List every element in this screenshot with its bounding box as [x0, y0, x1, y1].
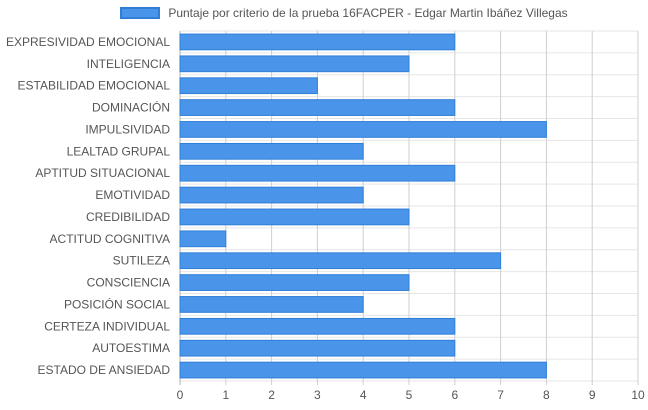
category-label: CONSCIENCIA: [87, 276, 170, 290]
category-label: IMPULSIVIDAD: [85, 122, 170, 136]
chart-legend[interactable]: Puntaje por criterio de la prueba 16FACP…: [0, 6, 648, 20]
bar-3[interactable]: [179, 99, 456, 116]
x-tick-label: 4: [360, 388, 367, 402]
x-tick-label: 0: [177, 388, 184, 402]
bar-13[interactable]: [179, 317, 456, 335]
x-tick-label: 7: [497, 388, 504, 402]
x-tick-label: 1: [222, 388, 229, 402]
category-label: DOMINACIÓN: [92, 100, 170, 115]
category-label: EMOTIVIDAD: [95, 188, 170, 202]
category-label: LEALTAD GRUPAL: [67, 144, 171, 158]
category-label: ESTABILIDAD EMOCIONAL: [18, 79, 171, 93]
x-tick-labels: 0 1 2 3 4 5 6 7 8 9 10: [177, 388, 645, 402]
bar-9[interactable]: [179, 230, 227, 248]
bar-8[interactable]: [179, 208, 410, 226]
category-labels: EXPRESIVIDAD EMOCIONAL INTELIGENCIA ESTABI…: [6, 35, 170, 377]
category-label: EXPRESIVIDAD EMOCIONAL: [6, 35, 170, 49]
category-label: APTITUD SITUACIONAL: [35, 166, 170, 180]
category-label: ESTADO DE ANSIEDAD: [38, 363, 171, 377]
x-tick-label: 9: [589, 388, 596, 402]
bar-5[interactable]: [179, 142, 364, 160]
category-label: CERTEZA INDIVIDUAL: [44, 319, 170, 333]
bar-10[interactable]: [179, 252, 502, 270]
x-tick-label: 6: [451, 388, 458, 402]
x-tick-label: 10: [631, 388, 645, 402]
category-label: CREDIBILIDAD: [86, 210, 170, 224]
bar-0[interactable]: [179, 33, 456, 51]
bar-6[interactable]: [179, 164, 456, 182]
bar-12[interactable]: [179, 296, 364, 313]
bar-15[interactable]: [179, 361, 547, 379]
category-label: INTELIGENCIA: [87, 57, 170, 71]
legend-swatch: [120, 7, 161, 19]
bar-14[interactable]: [179, 339, 456, 357]
category-label: POSICIÓN SOCIAL: [64, 296, 170, 311]
bars: [179, 33, 547, 379]
x-tick-label: 5: [406, 388, 413, 402]
category-label: SUTILEZA: [113, 254, 170, 268]
legend-label: Puntaje por criterio de la prueba 16FACP…: [168, 6, 568, 20]
bar-1[interactable]: [179, 55, 410, 73]
bar-7[interactable]: [179, 186, 364, 204]
x-tick-label: 3: [314, 388, 321, 402]
x-tick-label: 8: [543, 388, 550, 402]
bar-2[interactable]: [179, 77, 318, 95]
category-label: AUTOESTIMA: [92, 341, 170, 355]
category-label: ACTITUD COGNITIVA: [50, 232, 170, 246]
bar-11[interactable]: [179, 274, 410, 291]
x-tick-label: 2: [268, 388, 275, 402]
bar-4[interactable]: [179, 121, 547, 138]
